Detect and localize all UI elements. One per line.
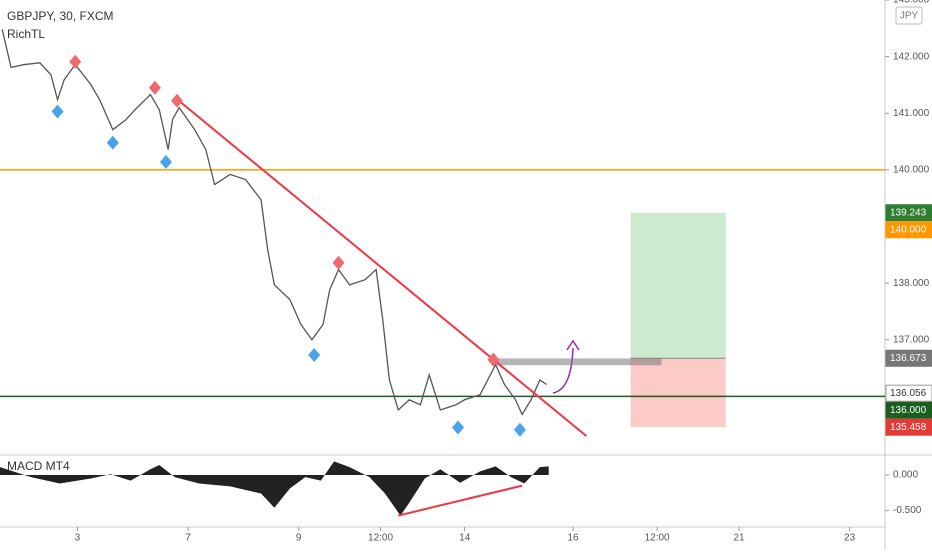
y-tick-label: 141.000 [893,108,930,119]
price-tag [885,401,932,419]
price-tag-label: 136.000 [890,405,927,416]
price-tag [885,221,932,239]
x-tick-label: 12:00 [368,533,393,544]
chart-title: GBPJPY, 30, FXCM [7,9,113,23]
y-tick-label: 138.000 [893,278,930,289]
price-tag [885,418,932,436]
price-tag [885,204,932,222]
indicator-name: RichTL [7,27,45,41]
x-tick-label: 23 [844,533,856,544]
y-tick-label: 143.000 [893,0,930,6]
price-tag [885,384,932,402]
price-tag [885,349,932,367]
price-line [1,29,547,416]
x-tick-label: 3 [75,533,81,544]
x-tick-label: 12:00 [645,533,670,544]
swing-high [171,93,183,108]
resistance-zone [493,358,662,366]
price-tag-label: 140.000 [890,224,927,235]
swing-high [69,54,82,69]
currency-box[interactable] [895,6,923,25]
price-tag-label: 139.243 [890,207,927,218]
swing-low [51,104,64,119]
price-tag-label: 136.056 [890,388,927,399]
macd-area [0,461,549,516]
swing-high [487,352,500,367]
price-tag-label: 135.458 [890,422,927,433]
x-tick-label: 14 [459,533,471,544]
macd-y-tick-label: -0.500 [893,505,922,516]
y-tick-label: 142.000 [893,51,930,62]
swing-low [451,420,464,435]
projection-arrow [552,347,574,394]
projection-arrow-head [566,339,580,351]
swing-high [332,255,345,270]
macd-name: MACD MT4 [7,459,70,473]
swing-high [148,80,161,95]
stop-loss-zone [630,358,726,428]
swing-low [106,135,119,150]
currency: JPY [900,11,919,22]
swing-low [308,348,321,363]
price-tag-label: 136.673 [890,353,927,364]
y-tick-label: 140.000 [893,165,930,176]
macd-y-tick-label: 0.000 [893,470,918,481]
x-tick-label: 9 [296,533,302,544]
trendline [174,96,587,437]
y-tick-label: 137.000 [893,334,930,345]
x-tick-label: 7 [185,533,191,544]
swing-low [513,422,526,437]
take-profit-zone [630,212,726,359]
x-tick-label: 16 [567,533,579,544]
swing-low [159,154,172,169]
macd-divergence [398,484,523,517]
x-tick-label: 21 [733,533,745,544]
